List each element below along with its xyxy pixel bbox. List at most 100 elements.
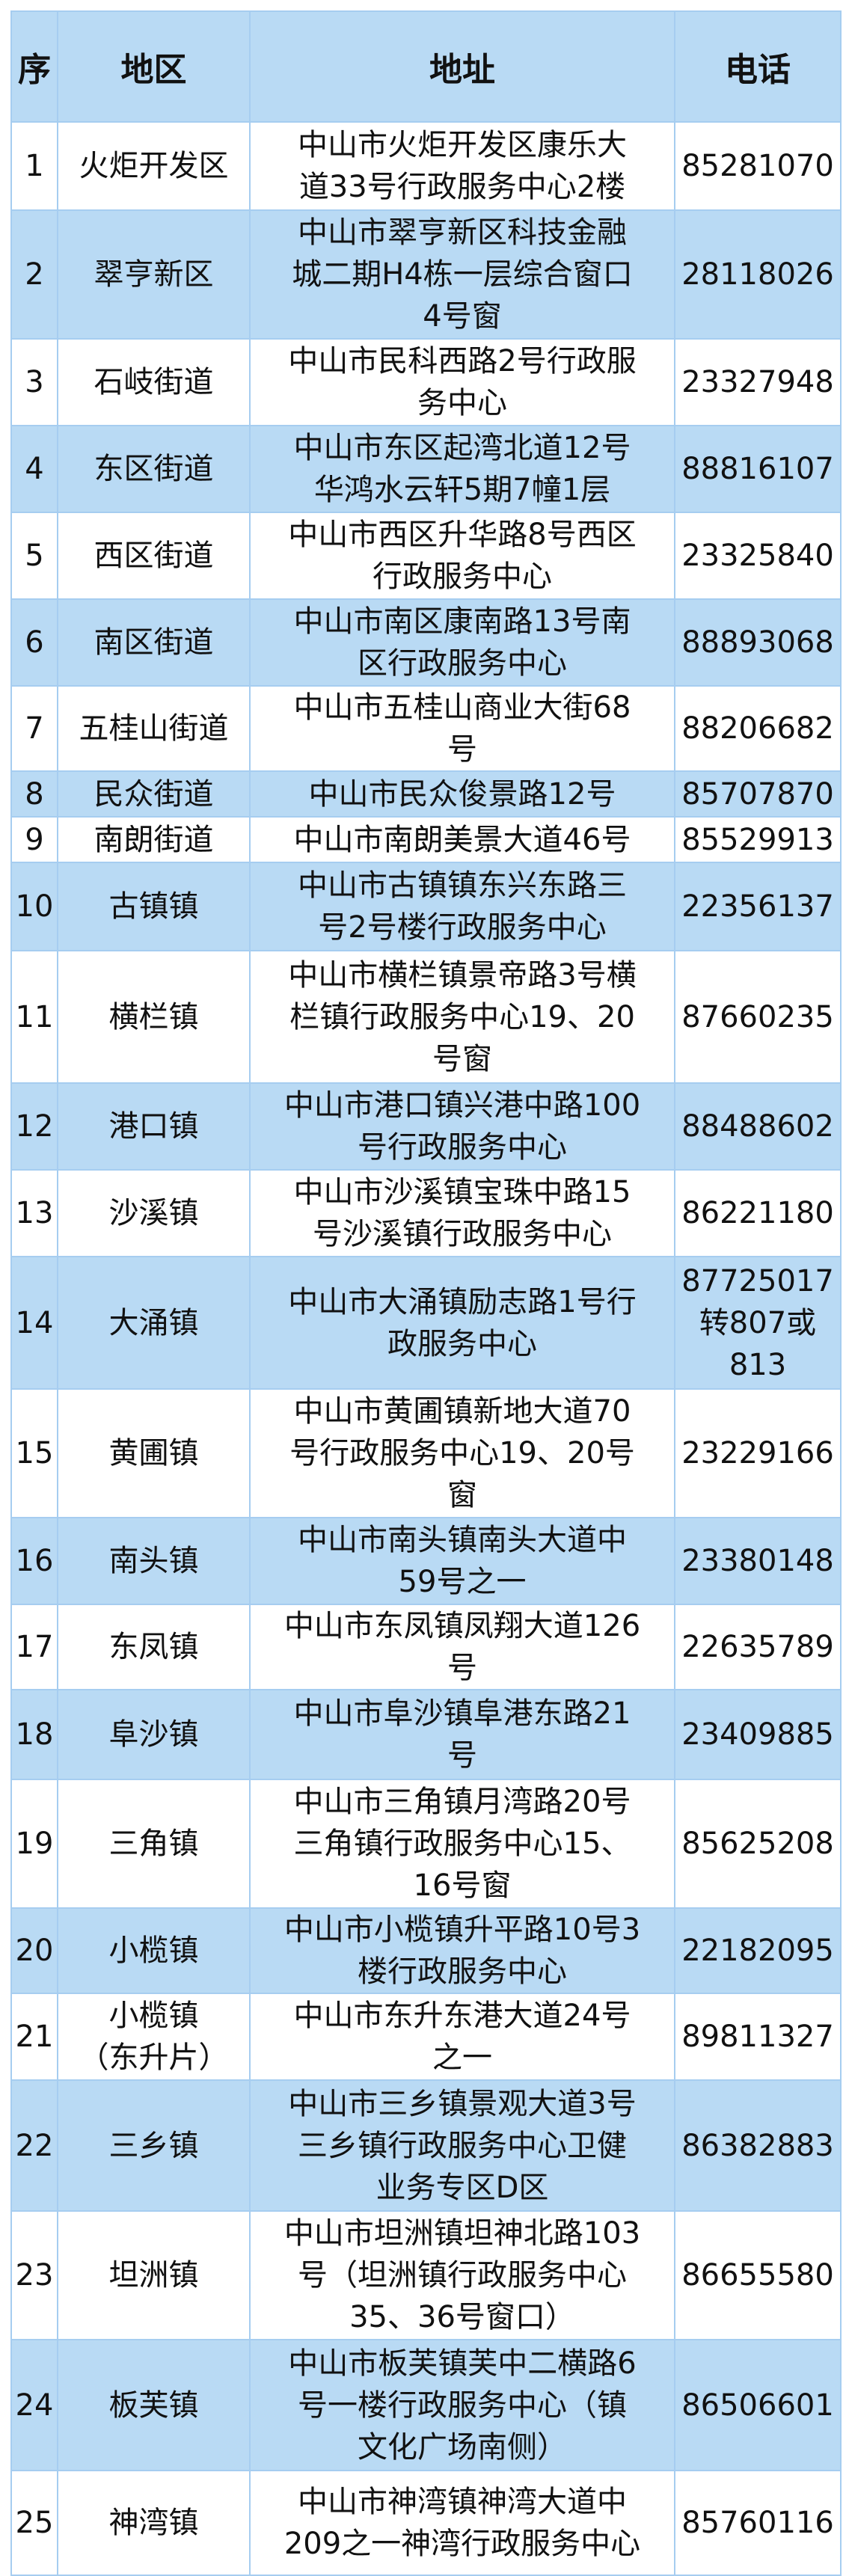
table-row: 18 阜沙镇 中山市阜沙镇阜港东路21 号 23409885 <box>10 1689 842 1780</box>
row-phone: 87725017 转807或 813 <box>674 1256 842 1390</box>
row-region: 板芙镇 <box>57 2339 251 2471</box>
table-row: 25 神湾镇 中山市神湾镇神湾大道中 209之一神湾行政服务中心 85760116 <box>10 2470 842 2576</box>
row-phone: 22635789 <box>674 1604 842 1690</box>
row-phone: 28118026 <box>674 209 842 340</box>
row-region: 小榄镇 （东升片） <box>57 1993 251 2081</box>
table-row: 10 古镇镇 中山市古镇镇东兴东路三 号2号楼行政服务中心 22356137 <box>10 862 842 951</box>
row-region: 黄圃镇 <box>57 1388 251 1518</box>
table-row: 6 南区街道 中山市南区康南路13号南 区行政服务中心 88893068 <box>10 598 842 687</box>
row-phone: 85281070 <box>674 121 842 211</box>
row-region: 横栏镇 <box>57 950 251 1084</box>
row-seq: 13 <box>10 1169 58 1257</box>
row-address: 中山市南朗美景大道46号 <box>249 816 675 863</box>
row-address: 中山市古镇镇东兴东路三 号2号楼行政服务中心 <box>249 862 675 951</box>
table-row: 24 板芙镇 中山市板芙镇芙中二横路6 号一楼行政服务中心（镇 文化广场南侧） 865… <box>10 2339 842 2471</box>
row-seq: 5 <box>10 512 58 600</box>
row-region: 坦洲镇 <box>57 2210 251 2340</box>
row-seq: 17 <box>10 1604 58 1690</box>
row-phone: 22182095 <box>674 1907 842 1994</box>
row-seq: 9 <box>10 816 58 863</box>
row-phone: 85707870 <box>674 770 842 818</box>
row-address: 中山市南头镇南头大道中 59号之一 <box>249 1517 675 1605</box>
row-region: 神湾镇 <box>57 2470 251 2576</box>
row-region: 三角镇 <box>57 1779 251 1909</box>
row-address: 中山市火炬开发区康乐大 道33号行政服务中心2楼 <box>249 121 675 211</box>
row-seq: 24 <box>10 2339 58 2471</box>
row-phone: 86382883 <box>674 2079 842 2212</box>
row-address: 中山市三角镇月湾路20号 三角镇行政服务中心15、 16号窗 <box>249 1779 675 1909</box>
row-phone: 86506601 <box>674 2339 842 2471</box>
table-row: 8 民众街道 中山市民众俊景路12号 85707870 <box>10 770 842 818</box>
row-seq: 2 <box>10 209 58 340</box>
row-seq: 6 <box>10 598 58 687</box>
table-row: 19 三角镇 中山市三角镇月湾路20号 三角镇行政服务中心15、 16号窗 85625… <box>10 1779 842 1909</box>
row-phone: 89811327 <box>674 1993 842 2081</box>
row-address: 中山市阜沙镇阜港东路21 号 <box>249 1689 675 1780</box>
row-phone: 23409885 <box>674 1689 842 1780</box>
row-address: 中山市西区升华路8号西区 行政服务中心 <box>249 512 675 600</box>
row-phone: 85625208 <box>674 1779 842 1909</box>
row-address: 中山市神湾镇神湾大道中 209之一神湾行政服务中心 <box>249 2470 675 2576</box>
row-phone: 85760116 <box>674 2470 842 2576</box>
row-address: 中山市坦洲镇坦神北路103 号（坦洲镇行政服务中心 35、36号窗口） <box>249 2210 675 2340</box>
row-region: 沙溪镇 <box>57 1169 251 1257</box>
table-row: 16 南头镇 中山市南头镇南头大道中 59号之一 23380148 <box>10 1517 842 1605</box>
row-seq: 10 <box>10 862 58 951</box>
row-phone: 88816107 <box>674 425 842 513</box>
service-locations-table: 序 地区 地址 电话 1 火炬开发区 中山市火炬开发区康乐大 道33号行政服务中心2… <box>10 10 842 2576</box>
table-row: 7 五桂山街道 中山市五桂山商业大街68 号 88206682 <box>10 685 842 772</box>
row-seq: 1 <box>10 121 58 211</box>
row-phone: 86221180 <box>674 1169 842 1257</box>
row-region: 阜沙镇 <box>57 1689 251 1780</box>
table-row: 15 黄圃镇 中山市黄圃镇新地大道70 号行政服务中心19、20号 窗 2322916… <box>10 1388 842 1518</box>
row-region: 翠亨新区 <box>57 209 251 340</box>
table-row: 4 东区街道 中山市东区起湾北道12号 华鸿水云轩5期7幢1层 88816107 <box>10 425 842 513</box>
row-region: 小榄镇 <box>57 1907 251 1994</box>
table-row: 22 三乡镇 中山市三乡镇景观大道3号 三乡镇行政服务中心卫健 业务专区D区 8638… <box>10 2079 842 2212</box>
row-region: 石岐街道 <box>57 338 251 426</box>
row-seq: 19 <box>10 1779 58 1909</box>
table-row: 11 横栏镇 中山市横栏镇景帝路3号横 栏镇行政服务中心19、20 号窗 876602… <box>10 950 842 1084</box>
header-phone: 电话 <box>674 10 842 123</box>
table-row: 9 南朗街道 中山市南朗美景大道46号 85529913 <box>10 816 842 863</box>
row-region: 火炬开发区 <box>57 121 251 211</box>
row-phone: 86655580 <box>674 2210 842 2340</box>
row-seq: 7 <box>10 685 58 772</box>
row-phone: 23380148 <box>674 1517 842 1605</box>
row-region: 东凤镇 <box>57 1604 251 1690</box>
row-phone: 88893068 <box>674 598 842 687</box>
row-address: 中山市三乡镇景观大道3号 三乡镇行政服务中心卫健 业务专区D区 <box>249 2079 675 2212</box>
table-row: 12 港口镇 中山市港口镇兴港中路100 号行政服务中心 88488602 <box>10 1082 842 1171</box>
row-phone: 23327948 <box>674 338 842 426</box>
table-row: 21 小榄镇 （东升片） 中山市东升东港大道24号 之一 89811327 <box>10 1993 842 2081</box>
row-seq: 11 <box>10 950 58 1084</box>
header-address: 地址 <box>249 10 675 123</box>
row-address: 中山市南区康南路13号南 区行政服务中心 <box>249 598 675 687</box>
row-seq: 25 <box>10 2470 58 2576</box>
row-phone: 88488602 <box>674 1082 842 1171</box>
row-address: 中山市大涌镇励志路1号行 政服务中心 <box>249 1256 675 1390</box>
row-address: 中山市黄圃镇新地大道70 号行政服务中心19、20号 窗 <box>249 1388 675 1518</box>
row-address: 中山市沙溪镇宝珠中路15 号沙溪镇行政服务中心 <box>249 1169 675 1257</box>
row-phone: 22356137 <box>674 862 842 951</box>
row-region: 古镇镇 <box>57 862 251 951</box>
row-region: 港口镇 <box>57 1082 251 1171</box>
table-row: 2 翠亨新区 中山市翠亨新区科技金融 城二期H4栋一层综合窗口 4号窗 2811802… <box>10 209 842 340</box>
table-row: 5 西区街道 中山市西区升华路8号西区 行政服务中心 23325840 <box>10 512 842 600</box>
table-row: 23 坦洲镇 中山市坦洲镇坦神北路103 号（坦洲镇行政服务中心 35、36号窗口）… <box>10 2210 842 2340</box>
row-address: 中山市东升东港大道24号 之一 <box>249 1993 675 2081</box>
row-address: 中山市小榄镇升平路10号3 楼行政服务中心 <box>249 1907 675 1994</box>
row-address: 中山市东凤镇凤翔大道126 号 <box>249 1604 675 1690</box>
row-seq: 8 <box>10 770 58 818</box>
row-phone: 23325840 <box>674 512 842 600</box>
row-address: 中山市翠亨新区科技金融 城二期H4栋一层综合窗口 4号窗 <box>249 209 675 340</box>
row-phone: 85529913 <box>674 816 842 863</box>
row-address: 中山市五桂山商业大街68 号 <box>249 685 675 772</box>
table-header-row: 序 地区 地址 电话 <box>10 10 842 123</box>
row-address: 中山市板芙镇芙中二横路6 号一楼行政服务中心（镇 文化广场南侧） <box>249 2339 675 2471</box>
row-seq: 22 <box>10 2079 58 2212</box>
row-region: 三乡镇 <box>57 2079 251 2212</box>
row-seq: 12 <box>10 1082 58 1171</box>
row-phone: 88206682 <box>674 685 842 772</box>
row-address: 中山市民众俊景路12号 <box>249 770 675 818</box>
